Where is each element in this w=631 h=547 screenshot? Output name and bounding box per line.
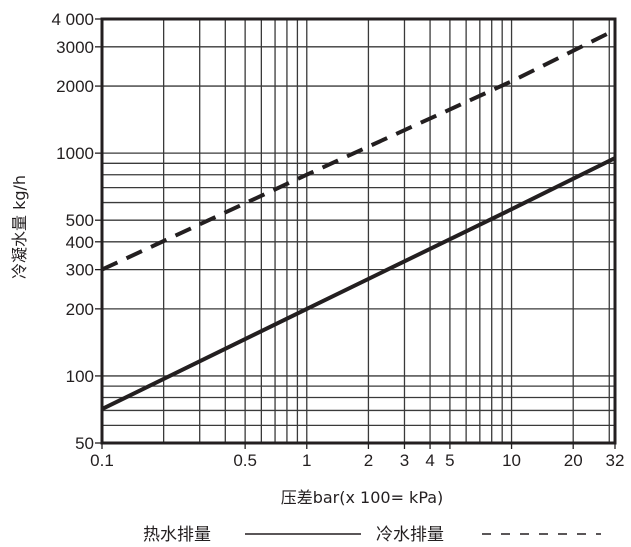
legend-label-cold-water: 冷水排量 bbox=[376, 525, 444, 545]
x-gridlines bbox=[162, 19, 610, 443]
x-tick-label: 32 bbox=[606, 451, 625, 470]
series-cold-water-line bbox=[101, 28, 616, 272]
x-tick-label: 4 bbox=[425, 451, 434, 470]
x-tick-label: 5 bbox=[445, 451, 454, 470]
y-tick-label: 500 bbox=[66, 211, 94, 230]
x-tick-label: 0.5 bbox=[233, 451, 257, 470]
y-tick-label: 2000 bbox=[56, 77, 94, 96]
x-tick-label: 0.1 bbox=[90, 451, 114, 470]
y-axis-title: 冷凝水量 kg/h bbox=[10, 175, 29, 279]
y-tick-label: 300 bbox=[66, 261, 94, 280]
legend: 热水排量 冷水排量 bbox=[143, 525, 601, 545]
y-tick-label: 200 bbox=[66, 300, 94, 319]
y-tick-label: 100 bbox=[66, 367, 94, 386]
x-tick-label: 2 bbox=[364, 451, 373, 470]
y-tick-label: 3000 bbox=[56, 38, 94, 57]
y-tick-label: 400 bbox=[66, 233, 94, 252]
series-hot-water-line bbox=[101, 156, 616, 411]
legend-label-hot-water: 热水排量 bbox=[143, 525, 211, 545]
y-axis-ticks: 50 100 200 300 400 500 1000 2000 3000 4 000 bbox=[51, 10, 102, 453]
y-tick-label: 4 000 bbox=[51, 10, 94, 29]
x-axis-ticks: 0.1 0.5 1 2 3 4 5 10 20 32 bbox=[90, 443, 624, 470]
x-tick-label: 10 bbox=[502, 451, 521, 470]
x-tick-label: 20 bbox=[564, 451, 583, 470]
data-series bbox=[101, 28, 616, 411]
x-tick-label: 1 bbox=[302, 451, 311, 470]
x-axis-title: 压差bar(x 100= kPa) bbox=[281, 488, 444, 507]
y-tick-label: 50 bbox=[75, 434, 94, 453]
x-tick-label: 3 bbox=[400, 451, 409, 470]
plot-frame bbox=[100, 17, 617, 445]
y-tick-label: 1000 bbox=[56, 144, 94, 163]
